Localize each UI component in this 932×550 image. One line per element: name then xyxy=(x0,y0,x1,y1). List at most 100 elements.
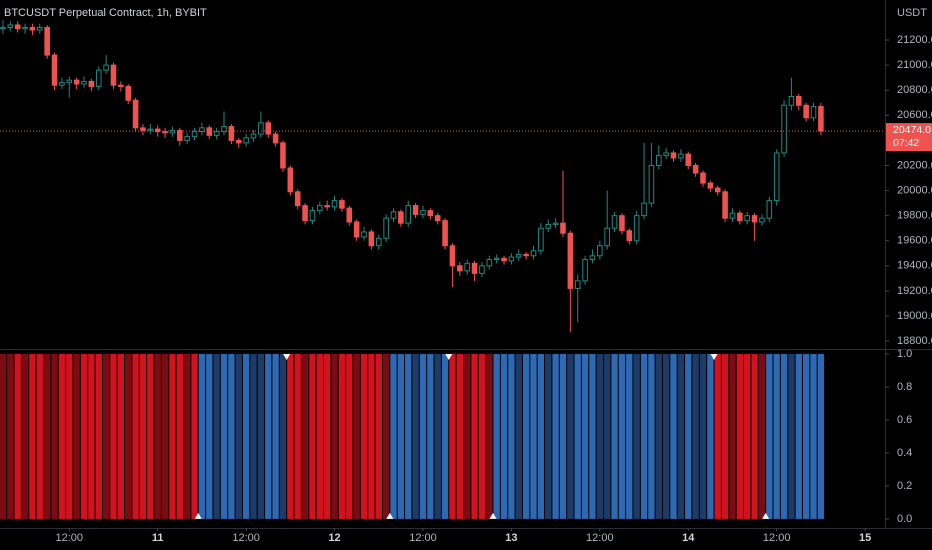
candle-body xyxy=(250,133,257,139)
indicator-bar xyxy=(287,353,294,519)
indicator-bar xyxy=(795,353,802,519)
x-tick-label: 12:00 xyxy=(586,532,614,544)
candle-body xyxy=(604,227,610,247)
y-tick-label: 18800.0 xyxy=(897,335,932,347)
candle-body xyxy=(324,205,330,208)
indicator-bar xyxy=(522,353,530,519)
candle-body xyxy=(235,139,242,144)
candle-body xyxy=(434,215,441,222)
indicator-bar xyxy=(360,353,368,519)
candle-body xyxy=(243,137,249,144)
candle-body xyxy=(162,131,168,134)
sell-signal xyxy=(445,353,453,360)
indicator-bar xyxy=(51,353,58,519)
indicator-bar xyxy=(471,353,478,519)
indicator-bar xyxy=(456,353,464,519)
y-tick-label: 20600.0 xyxy=(897,109,932,121)
candle-body xyxy=(552,222,559,225)
indicator-bar xyxy=(397,353,405,519)
indicator-bar xyxy=(375,353,382,519)
y-tick-label: 0.4 xyxy=(897,447,912,459)
candle-body xyxy=(597,245,603,257)
indicator-bar xyxy=(43,353,51,519)
indicator-bar xyxy=(427,353,434,519)
indicator-bar xyxy=(817,353,825,519)
candle-body xyxy=(766,200,773,219)
indicator-bar xyxy=(604,353,611,519)
candle-body xyxy=(714,187,721,193)
indicator-bar xyxy=(242,353,250,519)
indicator-bar xyxy=(191,353,198,519)
candle-body xyxy=(29,26,36,31)
candle-body xyxy=(663,152,669,156)
indicator-bar xyxy=(670,353,677,519)
indicator-bar xyxy=(66,353,73,519)
indicator-bar xyxy=(486,353,493,519)
indicator-bar xyxy=(780,353,788,519)
candle-body xyxy=(560,222,566,234)
candle-body xyxy=(803,104,809,119)
indicator-bar xyxy=(294,353,301,519)
candle-body xyxy=(199,127,205,133)
candle-body xyxy=(103,64,109,71)
candle-body xyxy=(486,259,493,267)
candle-body xyxy=(788,95,795,106)
candle-body xyxy=(427,210,434,217)
candle-body xyxy=(51,54,58,86)
indicator-bar xyxy=(508,353,515,519)
indicator-bar xyxy=(309,353,316,519)
indicator-bar xyxy=(88,353,95,519)
indicator-bar xyxy=(648,353,655,519)
candle-body xyxy=(722,191,728,219)
candle-body xyxy=(442,220,448,247)
chart-title: BTCUSDT Perpetual Contract, 1h, BYBIT xyxy=(4,7,207,19)
candle-body xyxy=(147,128,154,131)
candle-body xyxy=(655,154,662,166)
candle-body xyxy=(471,262,478,274)
buy-signal xyxy=(762,512,770,519)
indicator-bar xyxy=(331,353,338,519)
candle-body xyxy=(545,223,552,229)
indicator-bar xyxy=(0,353,7,519)
indicator-bar xyxy=(699,353,707,519)
candle-body xyxy=(81,80,87,85)
candle-body xyxy=(641,202,647,217)
y-tick-label: 0.8 xyxy=(897,381,912,393)
indicator-bar xyxy=(250,353,257,519)
indicator-bar xyxy=(265,353,272,519)
indicator-bar xyxy=(58,353,66,519)
y-tick-label: 19400.0 xyxy=(897,260,932,272)
candle-body xyxy=(309,210,316,222)
candle-body xyxy=(538,227,544,252)
candle-body xyxy=(390,211,397,219)
indicator-bar xyxy=(125,353,132,519)
candle-body xyxy=(125,85,132,101)
candle-body xyxy=(449,245,456,267)
indicator-bar xyxy=(169,353,176,519)
x-tick-label: 13 xyxy=(505,532,517,544)
candle-body xyxy=(515,254,522,258)
candle-body xyxy=(339,200,345,209)
candle-body xyxy=(154,128,161,133)
x-tick-label: 12:00 xyxy=(56,532,84,544)
candle-body xyxy=(383,217,389,239)
candle-body xyxy=(375,237,382,247)
indicator-bar xyxy=(530,353,537,519)
indicator-bar xyxy=(618,353,626,519)
candle-body xyxy=(648,164,655,204)
candle-body xyxy=(574,280,581,289)
indicator-bar xyxy=(441,353,449,519)
candle-body xyxy=(206,127,213,136)
indicator-bar xyxy=(567,353,574,519)
x-tick-label: 15 xyxy=(859,532,871,544)
candle-body xyxy=(530,250,537,257)
indicator-bar xyxy=(802,353,810,519)
candle-body xyxy=(287,167,294,193)
candle-body xyxy=(361,231,367,238)
y-tick-label: 20200.0 xyxy=(897,159,932,171)
indicator-bar xyxy=(574,353,581,519)
candle-body xyxy=(626,230,633,242)
indicator-bar xyxy=(493,353,500,519)
candle-body xyxy=(508,256,515,262)
